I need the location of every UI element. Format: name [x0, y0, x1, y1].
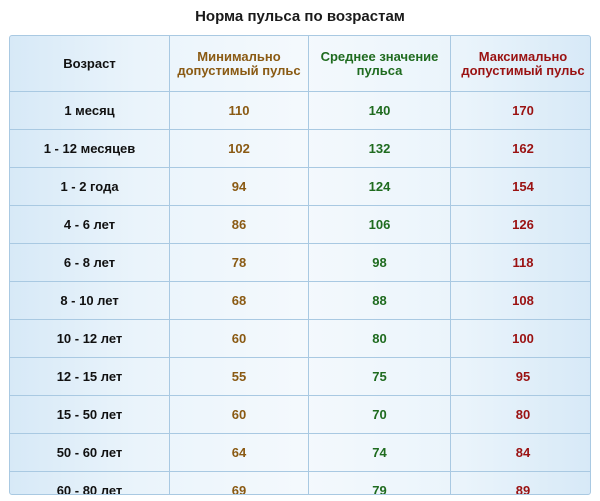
table-row: 12 - 15 лет 55 75 95: [10, 357, 590, 396]
table-row: 15 - 50 лет 60 70 80: [10, 395, 590, 434]
row-min-pulse-cell: 110: [169, 91, 309, 130]
row-avg-pulse-cell: 98: [308, 243, 451, 282]
pulse-table-container: Возраст Минимально допустимый пульс Сред…: [9, 35, 591, 495]
pulse-table: Возраст Минимально допустимый пульс Сред…: [10, 36, 590, 494]
row-avg-pulse-cell: 106: [308, 205, 451, 244]
table-body: 1 месяц 110 140 170 1 - 12 месяцев 102 132 162 1…: [10, 91, 590, 494]
row-age-cell: 1 - 2 года: [10, 167, 170, 206]
row-min-pulse-cell: 60: [169, 395, 309, 434]
table-row: 1 месяц 110 140 170: [10, 91, 590, 130]
row-min-pulse-cell: 94: [169, 167, 309, 206]
row-age-cell: 60 - 80 лет: [10, 471, 170, 494]
row-avg-pulse-cell: 70: [308, 395, 451, 434]
table-row: 8 - 10 лет 68 88 108: [10, 281, 590, 320]
table-row: 6 - 8 лет 78 98 118: [10, 243, 590, 282]
row-min-pulse-cell: 68: [169, 281, 309, 320]
row-avg-pulse-cell: 132: [308, 129, 451, 168]
table-row: 10 - 12 лет 60 80 100: [10, 319, 590, 358]
row-age-cell: 1 - 12 месяцев: [10, 129, 170, 168]
table-row: 1 - 12 месяцев 102 132 162: [10, 129, 590, 168]
row-age-cell: 50 - 60 лет: [10, 433, 170, 472]
row-min-pulse-cell: 69: [169, 471, 309, 494]
row-age-cell: 6 - 8 лет: [10, 243, 170, 282]
row-age-cell: 4 - 6 лет: [10, 205, 170, 244]
row-max-pulse-cell: 95: [450, 357, 590, 396]
row-age-cell: 15 - 50 лет: [10, 395, 170, 434]
table-row: 4 - 6 лет 86 106 126: [10, 205, 590, 244]
row-min-pulse-cell: 86: [169, 205, 309, 244]
row-min-pulse-cell: 60: [169, 319, 309, 358]
row-min-pulse-cell: 102: [169, 129, 309, 168]
row-min-pulse-cell: 64: [169, 433, 309, 472]
row-max-pulse-cell: 80: [450, 395, 590, 434]
row-max-pulse-cell: 170: [450, 91, 590, 130]
row-max-pulse-cell: 118: [450, 243, 590, 282]
header-min-pulse: Минимально допустимый пульс: [169, 36, 309, 92]
row-avg-pulse-cell: 124: [308, 167, 451, 206]
header-avg-pulse: Среднее значение пульса: [308, 36, 451, 92]
row-max-pulse-cell: 162: [450, 129, 590, 168]
row-max-pulse-cell: 89: [450, 471, 590, 494]
row-max-pulse-cell: 84: [450, 433, 590, 472]
row-age-cell: 10 - 12 лет: [10, 319, 170, 358]
page-title: Норма пульса по возрастам: [195, 8, 405, 25]
row-min-pulse-cell: 78: [169, 243, 309, 282]
table-row: 60 - 80 лет 69 79 89: [10, 471, 590, 494]
row-avg-pulse-cell: 88: [308, 281, 451, 320]
row-age-cell: 1 месяц: [10, 91, 170, 130]
row-avg-pulse-cell: 80: [308, 319, 451, 358]
header-max-pulse: Максимально допустимый пульс: [450, 36, 590, 92]
row-max-pulse-cell: 108: [450, 281, 590, 320]
row-max-pulse-cell: 100: [450, 319, 590, 358]
table-row: 50 - 60 лет 64 74 84: [10, 433, 590, 472]
row-max-pulse-cell: 126: [450, 205, 590, 244]
row-min-pulse-cell: 55: [169, 357, 309, 396]
row-age-cell: 12 - 15 лет: [10, 357, 170, 396]
table-header-row: Возраст Минимально допустимый пульс Сред…: [10, 36, 590, 92]
row-avg-pulse-cell: 79: [308, 471, 451, 494]
row-max-pulse-cell: 154: [450, 167, 590, 206]
header-age: Возраст: [10, 36, 170, 92]
row-avg-pulse-cell: 140: [308, 91, 451, 130]
row-avg-pulse-cell: 75: [308, 357, 451, 396]
row-avg-pulse-cell: 74: [308, 433, 451, 472]
table-row: 1 - 2 года 94 124 154: [10, 167, 590, 206]
row-age-cell: 8 - 10 лет: [10, 281, 170, 320]
